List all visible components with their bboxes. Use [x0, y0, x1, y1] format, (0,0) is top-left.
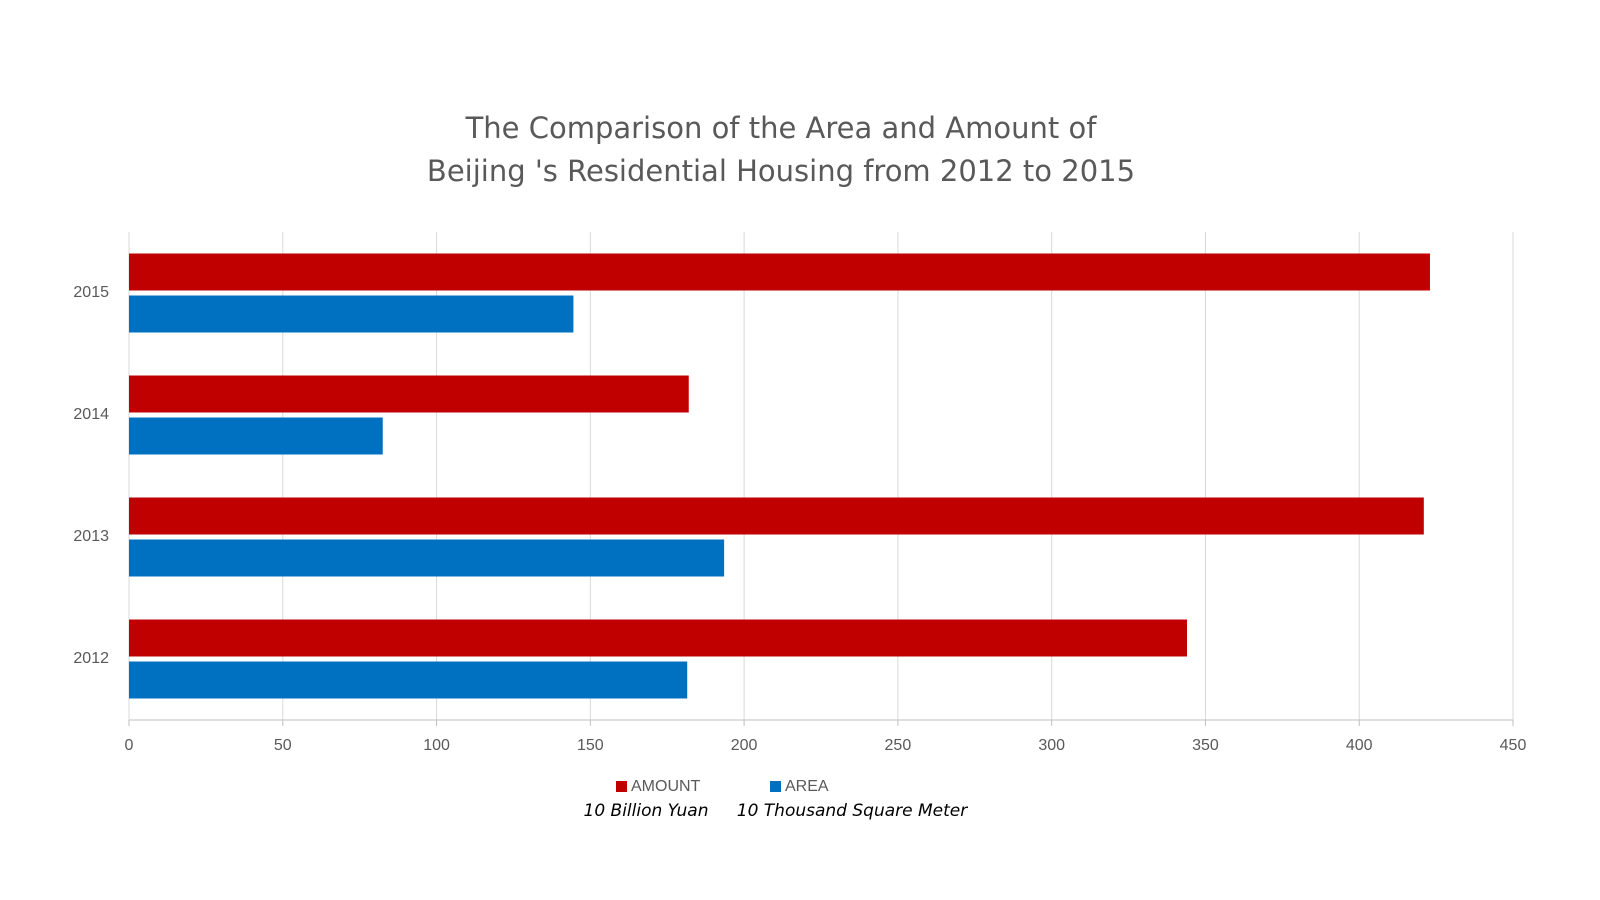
x-tick-label: 450 — [1500, 737, 1527, 754]
x-tick-label: 300 — [1038, 737, 1065, 754]
bar — [129, 253, 1430, 291]
bar — [129, 295, 574, 333]
chart-title: The Comparison of the Area and Amount of — [465, 111, 1098, 145]
x-tick-label: 400 — [1346, 737, 1373, 754]
x-tick-label: 150 — [577, 737, 604, 754]
x-tick-label: 0 — [125, 737, 134, 754]
annotation: 10 Thousand Square Meter — [737, 801, 968, 821]
y-tick-label: 2015 — [73, 284, 109, 301]
legend-label: AREA — [785, 778, 829, 795]
y-tick-label: 2013 — [73, 528, 109, 545]
bar — [129, 619, 1187, 657]
y-tick-label: 2012 — [73, 650, 109, 667]
bar — [129, 539, 725, 577]
bar — [129, 661, 688, 699]
x-tick-label: 350 — [1192, 737, 1219, 754]
x-tick-label: 200 — [731, 737, 758, 754]
x-tick-label: 100 — [423, 737, 450, 754]
bar — [129, 497, 1424, 535]
bar — [129, 417, 383, 455]
y-tick-label: 2014 — [73, 406, 109, 423]
legend-swatch — [616, 781, 627, 792]
legend-label: AMOUNT — [631, 778, 701, 795]
x-tick-label: 50 — [274, 737, 292, 754]
annotation: 10 Billion Yuan — [584, 801, 709, 821]
x-tick-label: 250 — [885, 737, 912, 754]
chart-title: Beijing 's Residential Housing from 2012… — [427, 154, 1135, 188]
legend-swatch — [770, 781, 781, 792]
bar — [129, 375, 689, 413]
